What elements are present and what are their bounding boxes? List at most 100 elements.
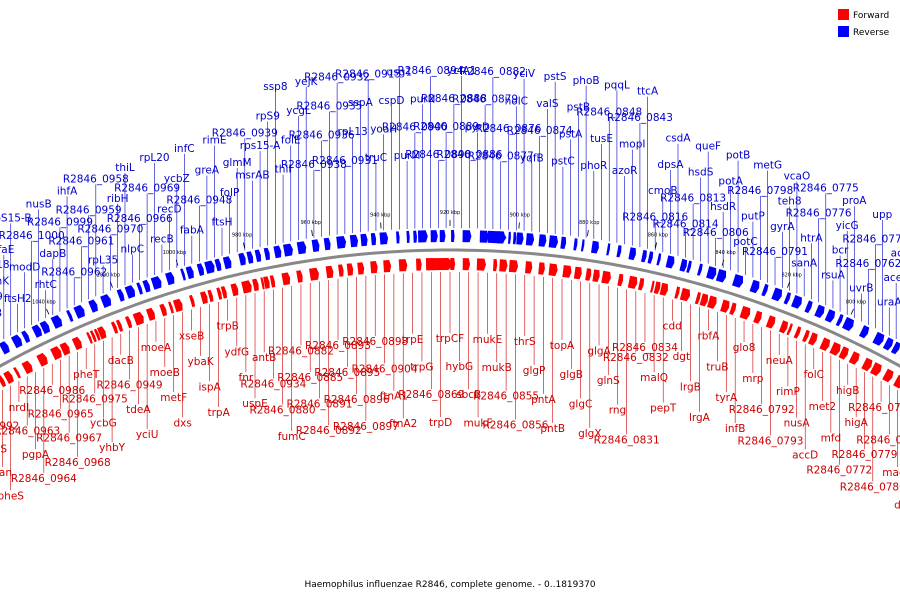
forward-feature [829,341,841,356]
reverse-gene-label: ycfA1 [447,65,477,77]
forward-gene-label: trpCF [436,333,464,345]
forward-gene-label: R2846_0892 [296,425,362,437]
reverse-gene-label: teh8 [778,196,802,208]
forward-feature [230,283,239,297]
forward-feature [398,259,408,272]
reverse-feature [749,279,760,294]
reverse-feature [882,337,894,351]
reverse-feature [406,230,410,243]
forward-feature [89,330,97,343]
forward-feature [720,299,730,313]
forward-feature [425,258,454,271]
forward-feature [370,261,378,274]
forward-feature [638,277,645,291]
forward-gene-label: R2846_0965 [28,409,94,421]
reverse-gene-label: cspD [379,95,405,107]
forward-gene-label: R2846_0964 [11,473,77,485]
reverse-feature [263,247,270,261]
forward-gene-label: glo8 [733,342,756,354]
reverse-gene-label: thiI [275,164,292,176]
forward-gene-label: xseB [179,331,204,343]
forward-gene-label: R2846_0779 [832,449,898,461]
forward-feature [263,276,270,289]
forward-feature [36,352,48,367]
reverse-gene-label: R2846_0948 [166,195,232,207]
reverse-feature [136,282,143,295]
forward-gene-label: asnS [0,444,7,456]
forward-feature [674,286,680,299]
forward-feature [802,329,810,343]
reverse-gene-label: valS [536,98,559,110]
forward-feature [601,270,611,284]
forward-feature [309,267,319,281]
reverse-gene-label: yciV [513,68,536,80]
forward-gene-label: pntB [540,423,565,435]
reverse-gene-label: hsdS [688,167,714,179]
reverse-feature [804,300,813,314]
forward-gene-label: moeA [141,342,172,354]
reverse-feature [890,341,900,355]
reverse-gene-label: rsuA [821,269,845,281]
forward-gene-label: ftnA1 [380,391,408,403]
forward-gene-label: R2846_0904 [352,363,418,375]
reverse-gene-label: rimK [0,276,10,288]
reverse-feature [0,341,10,355]
forward-gene-label: tdeA [126,404,151,416]
reverse-feature [39,320,51,335]
reverse-feature [771,287,783,302]
reverse-feature [525,233,535,246]
forward-feature [207,289,214,303]
forward-gene-label: R2846_0897 [333,421,399,433]
reverse-gene-label: R2846_0776 [786,207,852,219]
forward-feature [200,291,208,305]
reverse-gene-label: rps15-A [240,140,281,152]
reverse-feature [180,268,186,281]
reverse-gene-label: ribH [107,193,129,205]
reverse-gene-label: metG [753,160,782,172]
reverse-gene-label: R2846_0843 [607,112,673,124]
reverse-gene-label: potA [718,175,743,187]
forward-gene-label: folC [804,369,824,381]
forward-feature [338,264,344,277]
forward-feature [659,282,668,296]
forward-gene-label: uspE [242,398,267,410]
forward-gene-label: mrp [742,373,764,385]
reverse-gene-label: ftsH2 [4,293,32,305]
reverse-gene-label: glmM [223,157,252,169]
forward-gene-label: rimP [776,386,800,398]
reverse-gene-label: R2846_0890 [405,149,471,161]
reverse-feature [379,232,389,245]
forward-feature [462,258,471,271]
reverse-feature [516,232,524,245]
forward-gene-label: R2846_0967 [36,433,102,445]
reverse-feature [296,241,307,255]
forward-feature [848,351,860,365]
reverse-gene-label: msrAB [235,170,269,182]
legend-label-forward: Forward [853,11,889,21]
reverse-feature [370,233,377,246]
reverse-gene-label: rpL13 [338,126,368,138]
forward-gene-label: R2846_0869 [398,389,464,401]
reverse-feature [100,294,112,308]
reverse-gene-label: R2846_0932 [304,72,370,84]
tick-label: 880 kbp [579,220,599,226]
forward-feature [281,272,291,286]
forward-gene-label: yhbY [99,442,126,454]
reverse-feature [761,283,769,297]
reverse-feature [508,231,511,244]
forward-gene-label: R2846_0831 [594,434,660,446]
forward-feature [189,294,196,308]
forward-feature [819,337,831,351]
forward-feature [893,374,900,389]
forward-gene-label: lrgA [689,412,711,424]
legend-swatch-forward [838,9,849,20]
reverse-feature [548,235,558,248]
forward-feature [21,360,33,375]
reverse-feature [665,255,675,269]
tick-label: 920 kbp [440,210,460,216]
reverse-feature [165,271,175,286]
forward-feature [296,270,303,283]
reverse-gene-label: R2846_0877 [468,150,534,162]
forward-feature [793,326,802,339]
